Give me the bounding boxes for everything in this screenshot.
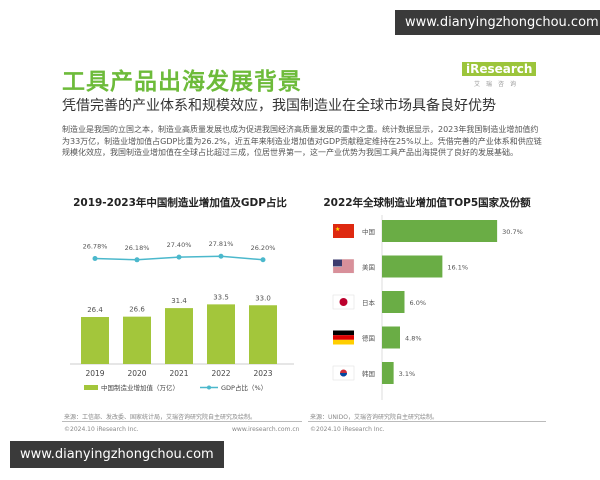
bar: [207, 304, 235, 364]
right-chart: ★ 中国 30.7% 美国 16.1% 日本 6.0% 德国 4.8% 韩国 3.1%: [332, 215, 523, 400]
bar-label: 16.1%: [447, 264, 468, 272]
germany-flag: [333, 330, 354, 345]
watermark-top: www.dianyingzhongchou.com: [395, 10, 600, 35]
country-label: 中国: [362, 227, 375, 236]
country-label: 美国: [362, 263, 375, 272]
line-point: [92, 255, 98, 261]
flag-stripe: [333, 259, 354, 261]
x-tick-label: 2021: [169, 369, 188, 378]
bar-label: 31.4: [171, 297, 187, 305]
line-label: 26.78%: [83, 242, 108, 250]
legend-line-label: GDP占比（%）: [221, 383, 267, 392]
bar-label: 30.7%: [502, 228, 523, 236]
bar-label: 33.0: [255, 294, 271, 302]
bar-label: 26.6: [129, 306, 145, 314]
right-source: 来源：UNIDO，艾瑞咨询研究院自主研究绘制。: [310, 414, 438, 421]
flag-stripe: [333, 263, 354, 265]
flag-band: [333, 339, 354, 345]
legend-line-marker: [207, 385, 211, 390]
bar: [382, 326, 400, 349]
bar: [382, 220, 498, 242]
right-divider: [308, 421, 546, 422]
line-label: 27.81%: [209, 240, 234, 248]
line-label: 27.40%: [167, 241, 192, 249]
bar-label: 3.1%: [399, 370, 416, 378]
iresearch-logo: iResearch 艾瑞咨询: [462, 58, 537, 88]
line-point: [218, 253, 224, 259]
x-tick-label: 2023: [253, 369, 272, 378]
legend-bar-swatch: [84, 385, 98, 390]
line-label: 26.18%: [125, 244, 150, 252]
bar-label: 6.0%: [410, 299, 427, 307]
bar: [382, 362, 394, 384]
bar: [382, 255, 443, 278]
flag-taeguk-blue: [340, 373, 347, 377]
left-copyright: ©2024.10 iResearch Inc.: [64, 426, 139, 433]
bar: [382, 291, 405, 313]
line-label: 26.20%: [251, 244, 276, 252]
flag-stripe: [333, 269, 354, 271]
bar-label: 33.5: [213, 293, 229, 301]
line-point: [176, 254, 182, 260]
x-tick-label: 2022: [211, 369, 230, 378]
bar-label: 4.8%: [405, 335, 422, 343]
left-source: 来源：工信部、发改委、国家统计局，艾瑞咨询研究院自主研究及绘制。: [64, 414, 257, 421]
left-url: www.iresearch.com.cn: [232, 426, 300, 433]
flag-stripe: [333, 271, 354, 273]
country-label: 日本: [362, 298, 376, 307]
left-chart: 26.4 2019 26.78% 26.6 2020 26.18% 31.4 2021 27.4…: [70, 240, 294, 392]
flag-stripe: [333, 267, 354, 269]
country-label: 德国: [362, 334, 375, 343]
flag-canton: [333, 259, 342, 267]
flag-stripe: [333, 265, 354, 267]
logo-brand: iResearch: [462, 62, 537, 76]
flag-star: ★: [335, 226, 340, 233]
line-point: [260, 257, 266, 263]
page-subtitle: 凭借完善的产业体系和规模效应，我国制造业在全球市场具备良好优势: [62, 98, 496, 114]
line-point: [134, 257, 140, 263]
left-divider: [62, 421, 302, 422]
china-flag: ★: [333, 224, 354, 238]
bar-label: 26.4: [87, 306, 103, 314]
flag-band: [333, 335, 354, 340]
japan-flag: [332, 294, 355, 310]
x-tick-label: 2019: [85, 369, 104, 378]
bar: [249, 305, 277, 364]
bar: [81, 317, 109, 364]
bar: [123, 316, 151, 364]
bar: [165, 308, 193, 364]
country-label: 韩国: [362, 369, 375, 378]
flag-stripe: [333, 261, 354, 263]
legend-bar-label: 中国制造业增加值（万亿）: [101, 383, 179, 392]
korea-flag: [332, 365, 355, 381]
left-chart-title: 2019-2023年中国制造业增加值及GDP占比: [73, 197, 287, 209]
watermark-bottom: www.dianyingzhongchou.com: [10, 441, 224, 468]
flag-sun: [339, 298, 348, 306]
page-title: 工具产品出海发展背景: [62, 69, 302, 95]
x-tick-label: 2020: [127, 369, 146, 378]
right-chart-title: 2022年全球制造业增加值TOP5国家及份额: [323, 197, 531, 209]
flag-band: [333, 330, 354, 336]
flag-field: [333, 224, 354, 238]
right-copyright: ©2024.10 iResearch Inc.: [310, 426, 385, 433]
body-text: 制造业是我国的立国之本，制造业高质量发展也成为促进我国经济高质量发展的重中之重。…: [62, 125, 542, 157]
usa-flag: [332, 259, 355, 274]
logo-cn: 艾瑞咨询: [474, 81, 523, 88]
